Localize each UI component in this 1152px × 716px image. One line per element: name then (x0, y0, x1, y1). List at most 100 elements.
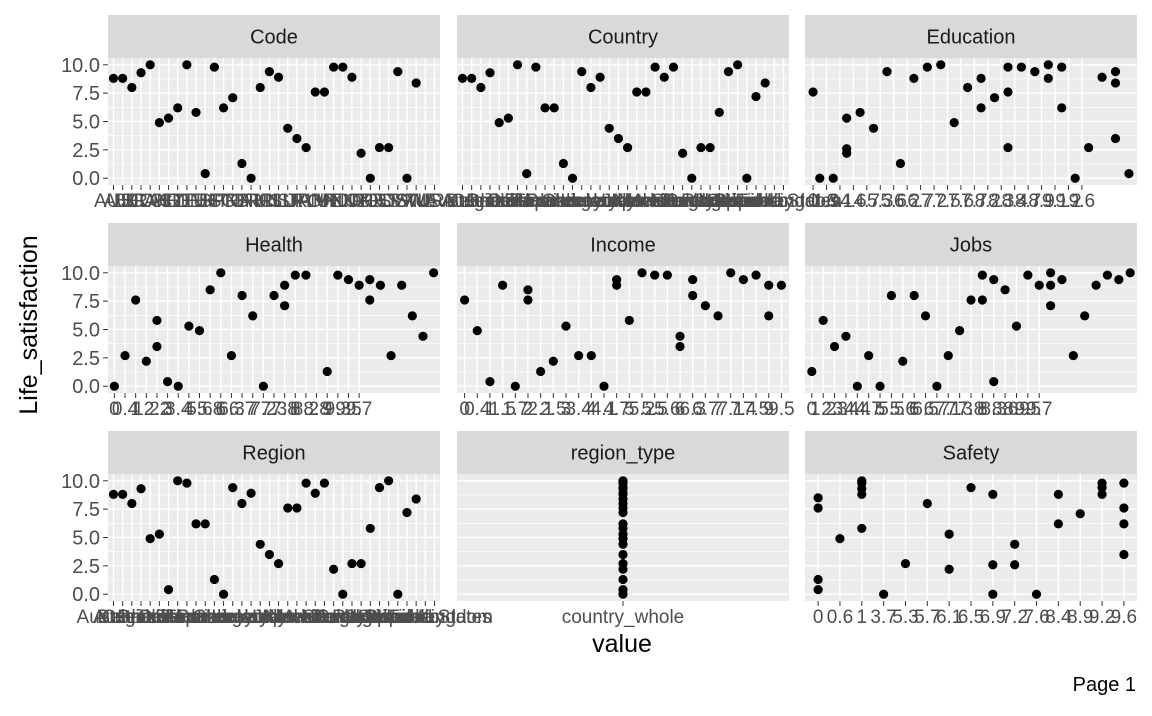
x-tick-label: Slovak Republic (302, 607, 438, 628)
x-tick-label: Greece (541, 191, 603, 212)
data-point (988, 560, 998, 570)
data-point (705, 142, 715, 153)
data-point (977, 295, 987, 305)
y-tick-label: 5.0 (72, 528, 100, 550)
x-tick-label: Turkey (736, 191, 794, 212)
x-tick-label: 2 (523, 399, 534, 420)
x-tick-label: France (176, 607, 235, 628)
x-tick-label: 4.7 (603, 399, 629, 420)
x-tick-label: 2.5 (540, 399, 566, 420)
data-point (659, 72, 669, 82)
x-tick-label: Spain (364, 607, 413, 628)
data-point (384, 142, 394, 153)
data-point (922, 62, 932, 72)
x-tick-label: 1 (130, 399, 141, 420)
x-tick-label: Ireland (571, 191, 629, 212)
x-tick-label: 6 (216, 399, 227, 420)
x-tick-label: 5.6 (186, 399, 212, 420)
x-tick-label: AUS (94, 191, 133, 212)
data-point (255, 539, 265, 549)
x-tick-label: New Zealand (617, 191, 729, 212)
data-point (301, 270, 311, 280)
x-tick-label: 8.2 (293, 399, 319, 420)
data-point (329, 564, 339, 574)
x-tick-label: 9.5 (1015, 399, 1041, 420)
x-tick-label: Luxembourg (593, 191, 699, 212)
x-tick-label: 9.7 (346, 399, 372, 420)
facet-strip-label: Jobs (950, 235, 992, 257)
x-tick-label: CAN (130, 191, 170, 212)
data-point (1097, 489, 1107, 500)
data-point (567, 173, 578, 183)
data-point (662, 270, 672, 280)
x-tick-label: EST (196, 191, 233, 212)
x-tick-label: 7.8 (271, 399, 297, 420)
data-point (966, 483, 976, 493)
data-point (650, 62, 660, 72)
data-point (283, 503, 293, 513)
facet-panel-jobs: Jobs 01.22.33.44.44.755.55.666.56.77.17.3… (805, 223, 1137, 420)
data-point (184, 321, 194, 331)
x-tick-label: 8.8 (303, 399, 329, 420)
data-point (292, 133, 302, 144)
x-tick-label: GBR (221, 191, 262, 212)
data-point (407, 311, 417, 321)
data-point (714, 107, 724, 118)
data-point (1003, 62, 1013, 72)
data-point (536, 366, 546, 377)
data-point (932, 381, 942, 391)
x-tick-label: 0.6 (827, 607, 853, 628)
data-point (108, 73, 119, 84)
x-tick-label: 0 (109, 399, 120, 420)
y-tick-label: 2.5 (72, 348, 100, 370)
x-tick-label: 5.6 (654, 399, 680, 420)
x-tick-label: 8.9 (1067, 607, 1093, 628)
x-tick-label: Italy (601, 191, 636, 212)
y-tick-label: 0.0 (72, 168, 100, 190)
data-point (365, 275, 375, 285)
data-point (136, 68, 146, 78)
data-point (900, 558, 911, 569)
x-tick-label: Canada (466, 191, 533, 212)
x-tick-label: 5.5 (641, 399, 667, 420)
x-tick-label: IRL (255, 191, 285, 212)
data-point (127, 82, 137, 93)
data-point (1110, 78, 1121, 88)
data-point (637, 268, 647, 278)
y-tick-label: 5.0 (72, 320, 100, 342)
facet-panel-income: Income 00.411.51.722.12.533.444.14.755.25… (457, 223, 795, 420)
data-point (641, 87, 651, 97)
x-tick-label: 3.4 (565, 399, 592, 420)
data-point (815, 173, 825, 183)
x-tick-label: 8.4 (1045, 607, 1072, 628)
y-tick-label: 10.0 (61, 55, 100, 77)
data-point (301, 478, 311, 488)
x-tick-label: TUR (406, 191, 445, 212)
data-point (618, 507, 628, 518)
x-tick-label: Israel (237, 607, 283, 628)
x-tick-label: 2.1 (527, 399, 553, 420)
x-tick-label: Denmark (488, 191, 566, 212)
x-tick-label: Poland (313, 607, 372, 628)
data-point (375, 280, 386, 290)
data-point (842, 113, 852, 123)
page-number-label: Page 1 (1072, 674, 1136, 696)
data-point (1110, 133, 1121, 144)
data-point (586, 82, 596, 93)
data-point (1016, 62, 1027, 72)
data-point (577, 67, 587, 77)
data-point (1000, 285, 1010, 295)
x-tick-label: 6.1 (936, 607, 962, 628)
data-point (622, 142, 633, 153)
x-tick-label: 2.2 (144, 399, 170, 420)
data-point (411, 78, 421, 88)
data-point (688, 275, 698, 285)
data-point (154, 529, 164, 539)
x-tick-label: 6.3 (218, 399, 244, 420)
facet-panel-safety: Safety 0 0.6 1 3.75.35.76.16.56.97.27.68.48.… (805, 431, 1137, 628)
data-point (944, 529, 954, 539)
y-tick-label: 10.0 (61, 471, 100, 493)
data-point (460, 295, 470, 305)
x-tick-label: 7.6 (948, 191, 974, 212)
data-point (280, 301, 290, 311)
